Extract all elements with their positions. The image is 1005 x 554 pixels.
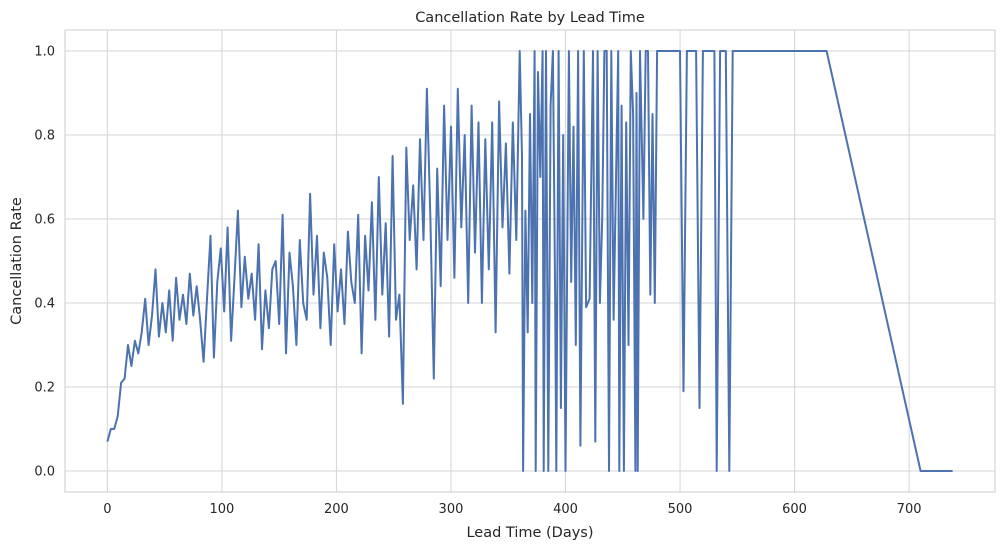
x-tick-label: 600 [782, 502, 807, 517]
x-tick-label: 0 [103, 502, 111, 517]
plot-area [64, 29, 996, 493]
x-tick-label: 300 [439, 502, 464, 517]
y-tick-label: 0.2 [34, 381, 55, 396]
x-tick-label: 500 [668, 502, 693, 517]
x-tick-label: 400 [553, 502, 578, 517]
y-axis-label: Cancellation Rate [9, 197, 25, 325]
tick-labels: 0 100 200 300 400 500 600 700 0.0 0.2 0.4 0.6 0.8 1.0 [34, 45, 921, 518]
series-lines [106, 50, 953, 472]
y-tick-label: 0.0 [34, 465, 55, 480]
x-tick-label: 200 [324, 502, 349, 517]
x-axis-label: Lead Time (Days) [466, 525, 593, 541]
y-tick-label: 0.8 [34, 129, 55, 144]
y-tick-label: 1.0 [34, 45, 55, 60]
series-line [106, 50, 953, 472]
y-tick-label: 0.6 [34, 213, 55, 228]
x-tick-label: 700 [897, 502, 922, 517]
x-tick-label: 100 [209, 502, 234, 517]
y-tick-label: 0.4 [34, 297, 55, 312]
chart-title: Cancellation Rate by Lead Time [415, 10, 645, 26]
